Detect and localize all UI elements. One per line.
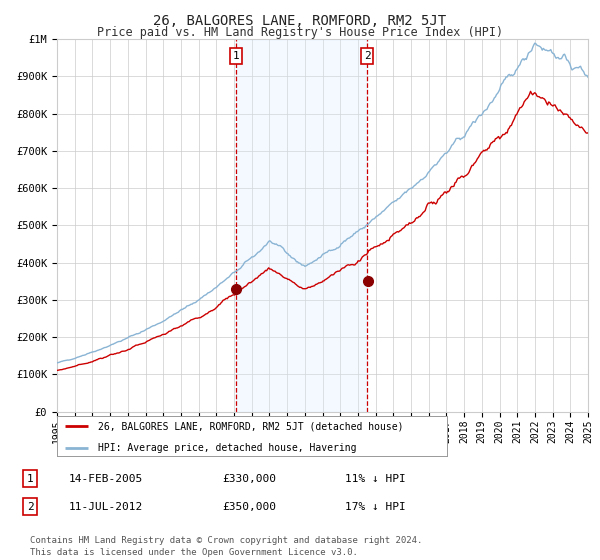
Text: 14-FEB-2005: 14-FEB-2005 (69, 474, 143, 484)
Text: £330,000: £330,000 (222, 474, 276, 484)
Text: 1: 1 (233, 51, 239, 61)
Text: 2: 2 (26, 502, 34, 512)
Bar (236, 39, 367, 412)
Text: 1: 1 (26, 474, 34, 484)
Text: 2: 2 (364, 51, 371, 61)
Text: HPI: Average price, detached house, Havering: HPI: Average price, detached house, Have… (98, 442, 356, 452)
Text: 26, BALGORES LANE, ROMFORD, RM2 5JT (detached house): 26, BALGORES LANE, ROMFORD, RM2 5JT (det… (98, 421, 403, 431)
Text: Contains HM Land Registry data © Crown copyright and database right 2024.
This d: Contains HM Land Registry data © Crown c… (30, 536, 422, 557)
Text: 11-JUL-2012: 11-JUL-2012 (69, 502, 143, 512)
Text: 11% ↓ HPI: 11% ↓ HPI (345, 474, 406, 484)
Text: Price paid vs. HM Land Registry's House Price Index (HPI): Price paid vs. HM Land Registry's House … (97, 26, 503, 39)
Text: 26, BALGORES LANE, ROMFORD, RM2 5JT: 26, BALGORES LANE, ROMFORD, RM2 5JT (154, 14, 446, 28)
Text: £350,000: £350,000 (222, 502, 276, 512)
Text: 17% ↓ HPI: 17% ↓ HPI (345, 502, 406, 512)
